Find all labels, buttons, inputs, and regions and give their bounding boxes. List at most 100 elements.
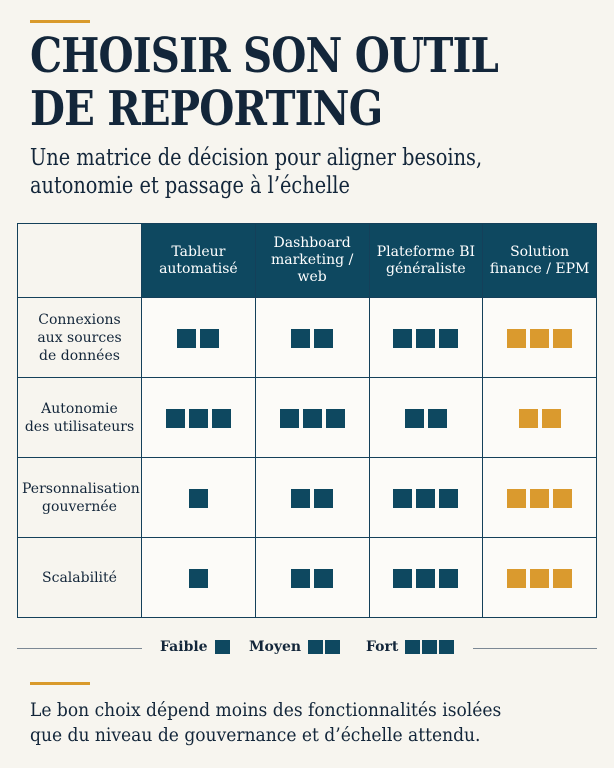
legend: Faible Moyen Fort — [17, 636, 597, 662]
legend-item-fort: Fort — [366, 639, 455, 655]
column-header-line: généraliste — [386, 260, 466, 277]
page-title: CHOISIR SON OUTIL DE REPORTING — [30, 30, 500, 136]
legend-square — [325, 640, 341, 654]
level-square — [291, 328, 311, 348]
row-label-line: Personnalisation — [22, 480, 140, 497]
subtitle-line-2: autonomie et passage à l’échelle — [30, 173, 350, 199]
level-square — [393, 488, 413, 508]
rating-cell — [482, 297, 597, 378]
level-square — [530, 488, 550, 508]
legend-divider-left — [17, 648, 142, 649]
rating-cell — [141, 377, 256, 458]
legend-divider-right — [473, 648, 597, 649]
matrix-row-scalabilite: Scalabilité — [17, 537, 597, 618]
page-subtitle: Une matrice de décision pour aligner bes… — [30, 144, 551, 200]
legend-label: Moyen — [249, 639, 302, 655]
title-line-2: DE REPORTING — [30, 81, 383, 137]
rating-cell — [141, 537, 256, 618]
title-line-1: CHOISIR SON OUTIL — [30, 28, 499, 84]
level-square — [530, 568, 550, 588]
rating-cell — [482, 457, 597, 538]
level-square — [314, 488, 334, 508]
level-square — [279, 408, 299, 428]
row-label-line: Autonomie — [41, 400, 118, 417]
level-square — [439, 488, 459, 508]
legend-item-moyen: Moyen — [249, 639, 341, 655]
legend-squares — [214, 639, 231, 655]
row-label-line: des utilisateurs — [24, 418, 135, 435]
level-square — [188, 488, 208, 508]
legend-square — [405, 640, 421, 654]
conclusion-line-2: que du niveau de gouvernance et d’échell… — [30, 724, 481, 746]
row-label-autonomie: Autonomie des utilisateurs — [17, 377, 142, 458]
column-header-dashboard: Dashboard marketing / web — [254, 223, 370, 298]
level-square — [404, 408, 424, 428]
row-label-line: de données — [39, 347, 120, 364]
column-header-line: Plateforme BI — [376, 243, 476, 260]
column-header-line: marketing / web — [270, 252, 354, 285]
conclusion-line-1: Le bon choix dépend moins des fonctionna… — [30, 699, 502, 721]
matrix-row-autonomie: Autonomie des utilisateurs — [17, 377, 597, 458]
level-square — [165, 408, 185, 428]
column-header-line: automatisé — [159, 260, 238, 277]
row-label-personnalisation: Personnalisation gouvernée — [17, 457, 142, 538]
column-header-line: finance / EPM — [489, 260, 590, 277]
legend-square — [439, 640, 455, 654]
level-square — [427, 408, 447, 428]
level-square — [291, 568, 311, 588]
rating-cell — [254, 297, 370, 378]
legend-squares — [404, 639, 455, 655]
level-square — [325, 408, 345, 428]
level-square — [177, 328, 197, 348]
level-square — [507, 568, 527, 588]
legend-label: Fort — [366, 639, 399, 655]
level-square — [314, 568, 334, 588]
level-square — [416, 328, 436, 348]
row-label-line: aux sources — [37, 329, 122, 346]
legend-label: Faible — [160, 639, 208, 655]
legend-square — [422, 640, 438, 654]
row-label-line: Scalabilité — [42, 569, 117, 586]
column-header-tableur: Tableur automatisé — [141, 223, 256, 298]
rating-cell — [368, 377, 484, 458]
level-square — [211, 408, 231, 428]
level-square — [393, 328, 413, 348]
level-square — [507, 328, 527, 348]
level-square — [416, 568, 436, 588]
level-square — [393, 568, 413, 588]
legend-square — [214, 640, 230, 654]
rating-cell — [368, 457, 484, 538]
rating-cell — [254, 537, 370, 618]
column-header-plateforme-bi: Plateforme BI généraliste — [368, 223, 484, 298]
rating-cell — [141, 297, 256, 378]
row-label-line: Connexions — [38, 311, 121, 328]
column-header-line: Dashboard — [273, 235, 351, 251]
column-header-line: Tableur — [171, 243, 226, 260]
level-square — [314, 328, 334, 348]
legend-item-faible: Faible — [160, 639, 231, 655]
top-accent-rule — [30, 20, 90, 23]
matrix-row-personnalisation: Personnalisation gouvernée — [17, 457, 597, 538]
level-square — [188, 568, 208, 588]
level-square — [507, 488, 527, 508]
rating-cell — [368, 297, 484, 378]
level-square — [200, 328, 220, 348]
matrix-header-row: Tableur automatisé Dashboard marketing /… — [17, 223, 597, 298]
column-header-solution-finance: Solution finance / EPM — [482, 223, 597, 298]
legend-square — [308, 640, 324, 654]
level-square — [553, 488, 573, 508]
rating-cell — [482, 377, 597, 458]
level-square — [541, 408, 561, 428]
matrix-corner-cell — [17, 223, 142, 298]
level-square — [291, 488, 311, 508]
rating-cell — [254, 377, 370, 458]
level-square — [553, 568, 573, 588]
row-label-line: gouvernée — [42, 498, 117, 515]
level-square — [188, 408, 208, 428]
matrix-row-connexions: Connexions aux sources de données — [17, 297, 597, 378]
level-square — [302, 408, 322, 428]
row-label-connexions: Connexions aux sources de données — [17, 297, 142, 378]
level-square — [439, 568, 459, 588]
level-square — [518, 408, 538, 428]
column-header-line: Solution — [510, 243, 570, 260]
